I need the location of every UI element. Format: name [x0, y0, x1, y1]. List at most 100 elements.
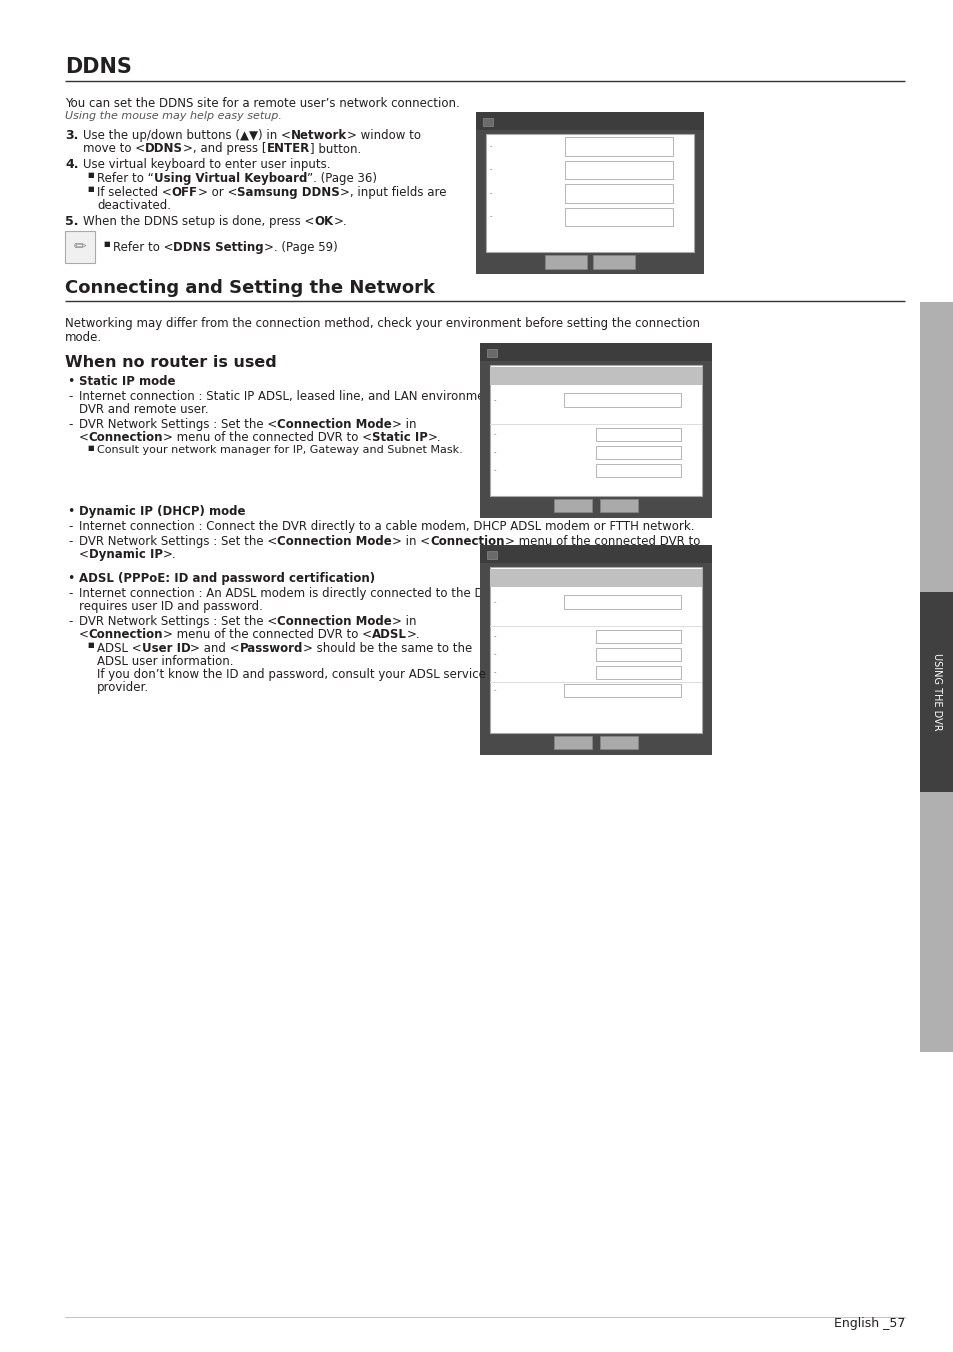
Text: You can set the DDNS site for a remote user’s network connection.: You can set the DDNS site for a remote u…: [65, 97, 459, 110]
Text: 4.: 4.: [65, 158, 78, 170]
Text: Use the up/down buttons (▲▼) in <: Use the up/down buttons (▲▼) in <: [83, 128, 291, 142]
Bar: [599, 735, 638, 749]
Text: Networking may differ from the connection method, check your environment before : Networking may differ from the connectio…: [65, 316, 700, 330]
Text: -: -: [494, 652, 496, 657]
Text: <: <: [79, 431, 89, 443]
Text: Internet connection : Static IP ADSL, leased line, and LAN environments allows c: Internet connection : Static IP ADSL, le…: [79, 389, 690, 403]
Text: ENTER: ENTER: [266, 142, 310, 155]
Text: ■: ■: [87, 172, 93, 178]
Bar: [486, 349, 497, 357]
Text: If selected <: If selected <: [97, 187, 172, 199]
Text: -: -: [68, 587, 72, 600]
Text: DDNS: DDNS: [145, 142, 183, 155]
Bar: [596, 446, 680, 458]
Text: -: -: [494, 397, 496, 403]
Text: > and <: > and <: [191, 642, 239, 654]
Bar: [490, 365, 701, 496]
Text: -: -: [68, 389, 72, 403]
Bar: [564, 161, 673, 180]
Text: -: -: [494, 633, 496, 639]
Bar: [65, 231, 95, 264]
Text: Internet connection : An ADSL modem is directly connected to the DVR, where the : Internet connection : An ADSL modem is d…: [79, 587, 669, 600]
Text: provider.: provider.: [97, 681, 149, 694]
Text: DDNS: DDNS: [65, 57, 132, 77]
Text: OK: OK: [314, 215, 334, 228]
Text: ■: ■: [87, 187, 93, 192]
Text: Connection: Connection: [430, 535, 504, 548]
Text: ADSL: ADSL: [372, 627, 407, 641]
Text: 5.: 5.: [65, 215, 78, 228]
Text: Connection Mode: Connection Mode: [277, 615, 392, 627]
Text: mode.: mode.: [65, 331, 102, 343]
Text: > menu of the connected DVR to <: > menu of the connected DVR to <: [163, 627, 372, 641]
Bar: [554, 735, 592, 749]
Bar: [554, 499, 592, 512]
Text: Network: Network: [291, 128, 347, 142]
Text: > in: > in: [392, 615, 416, 627]
Text: -: -: [68, 418, 72, 431]
Text: Refer to <: Refer to <: [112, 241, 173, 254]
Text: DVR Network Settings : Set the <: DVR Network Settings : Set the <: [79, 535, 277, 548]
Bar: [490, 366, 701, 385]
Text: > menu of the connected DVR to <: > menu of the connected DVR to <: [163, 431, 372, 443]
Text: -: -: [490, 214, 492, 219]
Text: If you don’t know the ID and password, consult your ADSL service: If you don’t know the ID and password, c…: [97, 668, 485, 681]
Text: ■: ■: [87, 445, 93, 452]
Text: English _57: English _57: [833, 1317, 904, 1330]
Bar: [596, 464, 680, 477]
Text: Dynamic IP (DHCP) mode: Dynamic IP (DHCP) mode: [79, 506, 245, 518]
Text: > menu of the connected DVR to: > menu of the connected DVR to: [504, 535, 700, 548]
Text: >.: >.: [407, 627, 420, 641]
Text: ”. (Page 36): ”. (Page 36): [307, 172, 376, 185]
Bar: [599, 499, 638, 512]
Text: > window to: > window to: [347, 128, 420, 142]
Text: DDNS Setting: DDNS Setting: [173, 241, 264, 254]
Bar: [479, 343, 711, 518]
Text: <: <: [79, 627, 89, 641]
Bar: [479, 545, 711, 754]
Bar: [486, 552, 497, 558]
Text: -: -: [494, 449, 496, 456]
Text: -: -: [490, 166, 492, 173]
Text: <: <: [79, 548, 89, 561]
Text: Samsung DDNS: Samsung DDNS: [237, 187, 339, 199]
Bar: [490, 569, 701, 587]
Bar: [596, 630, 680, 644]
Text: Connection: Connection: [89, 431, 163, 443]
Text: >, input fields are: >, input fields are: [339, 187, 446, 199]
Text: Refer to “: Refer to “: [97, 172, 153, 185]
Text: ADSL user information.: ADSL user information.: [97, 654, 233, 668]
Text: Consult your network manager for IP, Gateway and Subnet Mask.: Consult your network manager for IP, Gat…: [97, 445, 462, 456]
Text: Password: Password: [239, 642, 303, 654]
Text: Connecting and Setting the Network: Connecting and Setting the Network: [65, 279, 435, 297]
Text: •: •: [67, 375, 74, 388]
Text: DVR and remote user.: DVR and remote user.: [79, 403, 209, 416]
Text: OFF: OFF: [172, 187, 197, 199]
Text: •: •: [67, 506, 74, 518]
Bar: [596, 648, 680, 661]
Text: -: -: [494, 687, 496, 694]
Bar: [564, 137, 673, 155]
Text: >. (Page 59): >. (Page 59): [264, 241, 337, 254]
Text: Static IP mode: Static IP mode: [79, 375, 175, 388]
Text: -: -: [494, 431, 496, 437]
Text: > or <: > or <: [197, 187, 237, 199]
Text: Connection: Connection: [89, 627, 163, 641]
Text: -: -: [494, 466, 496, 473]
Bar: [485, 134, 693, 251]
Text: Static IP: Static IP: [372, 431, 428, 443]
Bar: [563, 393, 680, 407]
Text: Using the mouse may help easy setup.: Using the mouse may help easy setup.: [65, 111, 281, 120]
Bar: [919, 301, 953, 1052]
Text: -: -: [68, 615, 72, 627]
Text: >.: >.: [334, 215, 347, 228]
Bar: [563, 684, 680, 698]
Text: -: -: [494, 599, 496, 604]
Text: > should be the same to the: > should be the same to the: [303, 642, 472, 654]
Bar: [482, 118, 493, 126]
Text: requires user ID and password.: requires user ID and password.: [79, 600, 263, 612]
Text: >, and press [: >, and press [: [183, 142, 266, 155]
Bar: [490, 566, 701, 733]
Bar: [564, 208, 673, 226]
Text: Connection Mode: Connection Mode: [277, 535, 392, 548]
